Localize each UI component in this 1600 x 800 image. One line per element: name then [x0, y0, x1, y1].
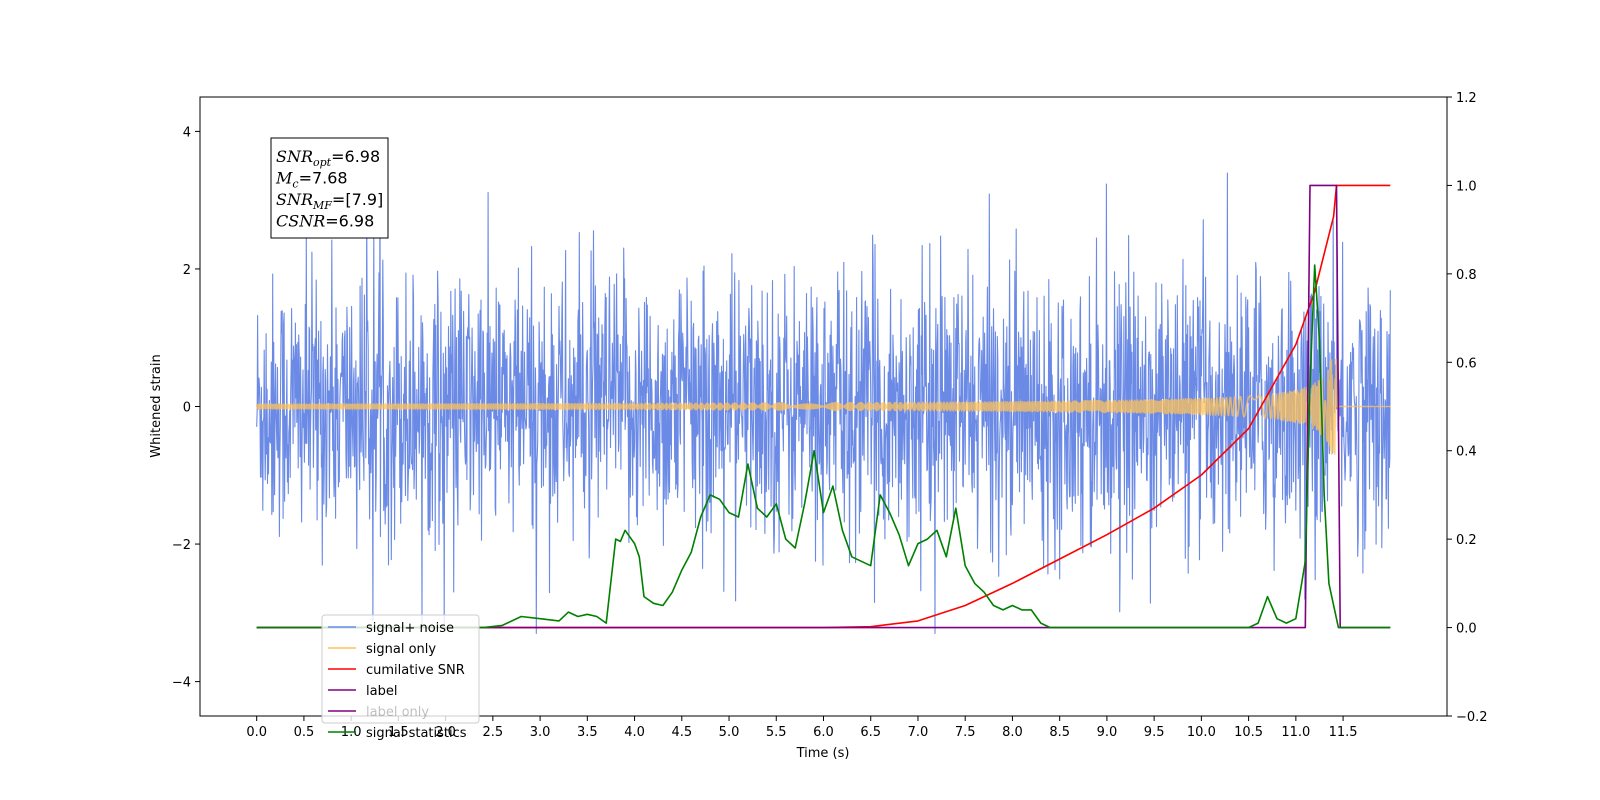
annotation-line: CSNR=6.98	[276, 212, 374, 231]
x-tick-label: 7.5	[955, 725, 976, 740]
x-tick-label: 9.5	[1144, 725, 1165, 740]
y-right-tick-label: −0.2	[1456, 710, 1488, 725]
series-signal-noise	[256, 157, 1391, 635]
y-left-tick-label: −2	[172, 538, 191, 553]
y-right-tick-label: 1.0	[1456, 179, 1477, 194]
x-axis: 0.0 0.5 1.0 1.5 2.0 2.5 3.0 3.5 4.0 4.5 5.0 5.5 6.0 6…	[246, 716, 1358, 740]
x-tick-label: 5.0	[719, 725, 740, 740]
x-tick-label: 6.0	[813, 725, 834, 740]
series-signal-only	[255, 358, 1391, 456]
y-right-tick-label: 0.0	[1456, 622, 1477, 637]
x-tick-label: 4.0	[624, 725, 645, 740]
series-cumilative-snr	[256, 184, 1391, 629]
x-tick-label: 3.0	[530, 725, 551, 740]
series-layer	[255, 157, 1391, 635]
x-tick-label: 5.5	[766, 725, 787, 740]
y-left-tick-label: 4	[183, 125, 191, 140]
legend: signal+ noise signal only cumilative SNR la…	[321, 614, 480, 741]
x-tick-label: 10.0	[1187, 725, 1216, 740]
x-tick-label: 3.5	[577, 725, 598, 740]
x-tick-label: 2.5	[483, 725, 504, 740]
x-tick-label: 11.5	[1329, 725, 1358, 740]
y-right-tick-label: 0.2	[1456, 533, 1477, 548]
legend-entry-signal-only: signal only	[366, 642, 436, 657]
x-tick-label: 2.0	[435, 725, 456, 740]
y-left-tick-label: 0	[183, 401, 191, 416]
x-axis-label: Time (s)	[796, 746, 850, 761]
x-tick-label: 6.5	[860, 725, 881, 740]
x-tick-label: 7.0	[908, 725, 929, 740]
x-tick-label: 8.0	[1002, 725, 1023, 740]
x-tick-label: 9.0	[1097, 725, 1118, 740]
y-right-tick-label: 1.2	[1456, 91, 1477, 106]
x-tick-label: 0.0	[246, 725, 267, 740]
y-right-tick-label: 0.6	[1456, 356, 1477, 371]
y-axis-right: −0.2 0.0 0.2 0.4 0.6 0.8 1.0 1.2	[1447, 91, 1488, 725]
legend-entry-label-only: label only	[366, 705, 429, 720]
x-tick-label: 1.5	[388, 725, 409, 740]
y-right-tick-label: 0.4	[1456, 445, 1477, 460]
x-tick-label: 4.5	[671, 725, 692, 740]
x-tick-label: 11.0	[1281, 725, 1310, 740]
legend-frame	[321, 614, 480, 724]
y-right-tick-label: 0.8	[1456, 268, 1477, 283]
annotation-frame	[270, 137, 389, 239]
x-tick-label: 10.5	[1234, 725, 1263, 740]
y-left-tick-label: 2	[183, 263, 191, 278]
x-tick-label: 0.5	[294, 725, 315, 740]
annotation-line: SNRMF=[7.9]	[276, 190, 383, 212]
legend-entry-signal-noise: signal+ noise	[366, 621, 454, 636]
x-tick-label: 8.5	[1049, 725, 1070, 740]
y-axis-left: −4 −2 0 2 4	[172, 125, 200, 691]
annotation-line: Mc=7.68	[275, 169, 348, 191]
y-axis-label: Whitened strain	[149, 354, 164, 457]
legend-entry-signal-statistics: signal statistics	[366, 726, 467, 741]
legend-entry-cumilative-snr: cumilative SNR	[366, 663, 465, 678]
legend-entry-label: label	[366, 684, 397, 699]
y-left-tick-label: −4	[172, 676, 191, 691]
annotation-line: SNRopt=6.98	[276, 147, 380, 169]
series-signal-statistics	[256, 264, 1391, 629]
